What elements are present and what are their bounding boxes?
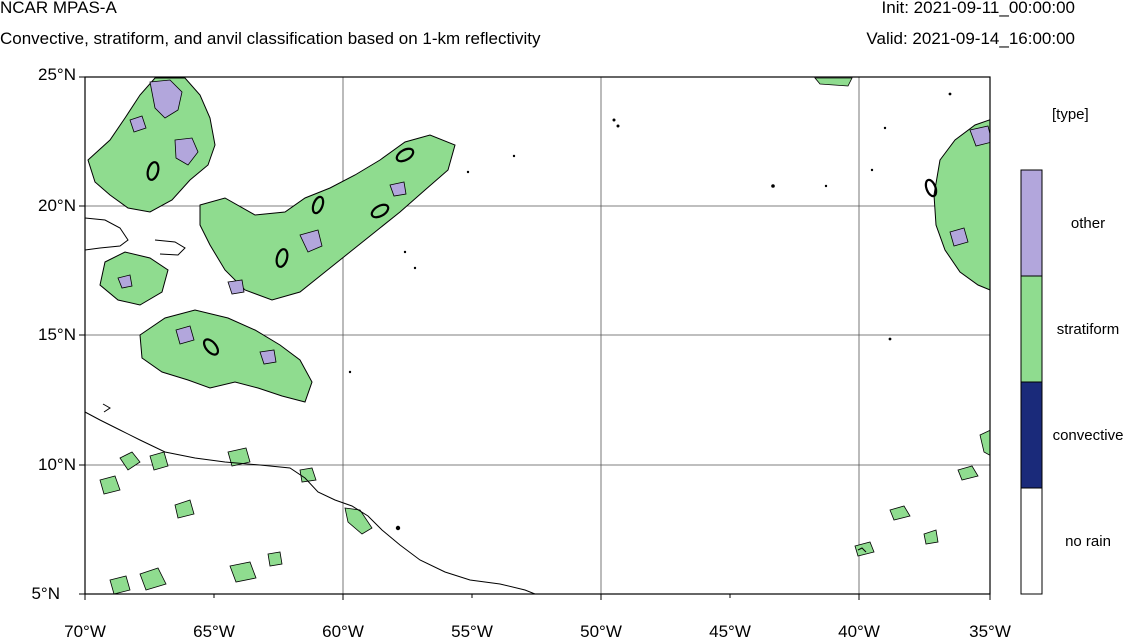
stratiform-region	[923, 529, 939, 545]
other-region	[175, 325, 195, 345]
tick-marks	[79, 76, 991, 600]
legend-colorbar	[1020, 169, 1043, 595]
stratiform-region	[854, 541, 875, 557]
lat-label-20n: 20°N	[38, 196, 76, 215]
valid-time-label: Valid: 2021-09-14_16:00:00	[866, 29, 1075, 48]
stratiform-region	[814, 77, 853, 87]
stratiform-region	[87, 77, 216, 213]
lon-label-60w: 60°W	[322, 622, 364, 641]
coastlines	[85, 217, 867, 594]
stratiform-region	[979, 429, 990, 456]
stratiform-region	[933, 119, 990, 291]
lat-label-10n: 10°N	[38, 455, 76, 474]
small-cells	[348, 92, 952, 531]
lon-label-45w: 45°W	[709, 622, 751, 641]
stratiform-region	[139, 567, 167, 591]
stratiform-region	[149, 451, 169, 471]
lon-label-65w: 65°W	[193, 622, 235, 641]
legend-swatch-no-rain	[1020, 487, 1043, 595]
other-region	[969, 125, 990, 147]
other-region	[174, 137, 199, 166]
plot-subtitle: Convective, stratiform, and anvil classi…	[0, 29, 541, 48]
stratiform-region	[99, 475, 121, 495]
lat-label-25n: 25°N	[38, 65, 76, 84]
stratiform-region	[267, 551, 283, 567]
other-region	[389, 181, 407, 197]
other-region	[949, 227, 969, 247]
stratiform-region	[957, 465, 979, 481]
precip-fields	[85, 77, 990, 594]
other-region	[149, 79, 183, 119]
legend-label-convective: convective	[1052, 427, 1124, 444]
stratiform-region	[229, 561, 257, 583]
init-time-label: Init: 2021-09-11_00:00:00	[881, 0, 1075, 17]
lat-label-5n: 5°N	[31, 584, 60, 603]
other-region	[129, 115, 147, 133]
lon-label-70w: 70°W	[64, 622, 106, 641]
other-region	[259, 349, 277, 365]
legend-label-other: other	[1070, 215, 1106, 232]
stratiform-region	[344, 507, 373, 535]
contour-labels	[146, 147, 938, 356]
other-region	[117, 274, 133, 289]
lon-label-55w: 55°W	[451, 622, 493, 641]
lon-label-40w: 40°W	[838, 622, 880, 641]
stratiform-region	[99, 251, 169, 306]
stratiform-region	[889, 505, 911, 521]
model-title: NCAR MPAS-A	[0, 0, 117, 17]
lon-label-50w: 50°W	[580, 622, 622, 641]
stratiform-region	[109, 575, 131, 594]
lat-label-15n: 15°N	[38, 325, 76, 344]
other-region	[227, 279, 245, 295]
stratiform-region	[299, 467, 317, 483]
stratiform-region	[227, 447, 251, 467]
legend-label-stratiform: stratiform	[1056, 321, 1120, 338]
legend-title: [type]	[1052, 106, 1089, 123]
other-region	[299, 229, 323, 253]
legend-label-no-rain: no rain	[1065, 533, 1111, 550]
stratiform-region	[119, 451, 141, 471]
stratiform-region	[174, 499, 195, 519]
stratiform-region	[199, 134, 456, 301]
lon-label-35w: 35°W	[969, 622, 1011, 641]
stratiform-region	[139, 309, 313, 403]
